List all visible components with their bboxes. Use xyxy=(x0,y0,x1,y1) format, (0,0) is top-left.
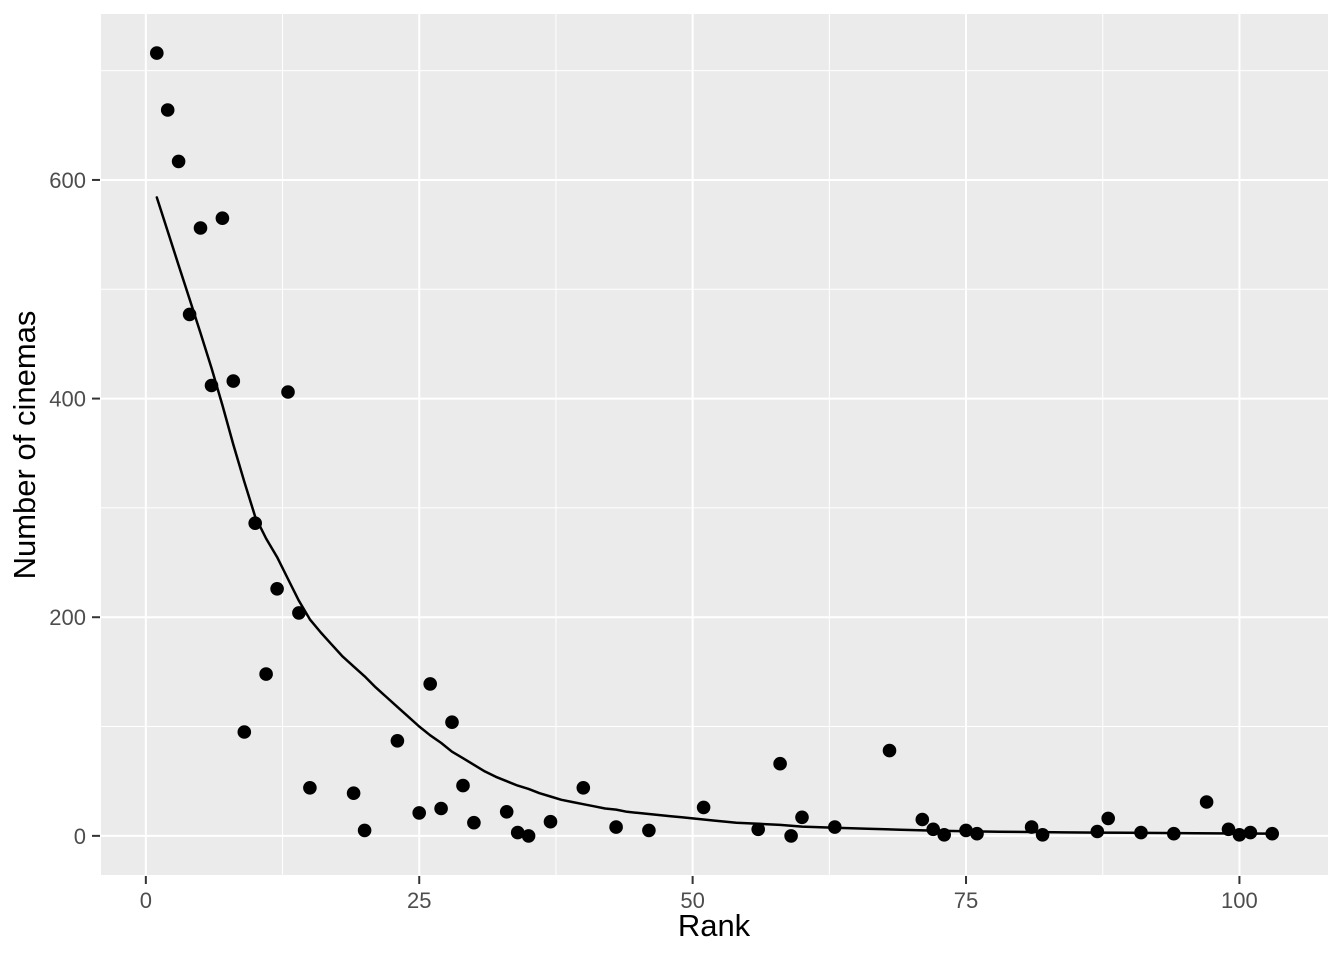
scatter-point xyxy=(959,823,973,838)
scatter-point xyxy=(576,781,591,795)
scatter-point xyxy=(1199,795,1214,809)
scatter-point xyxy=(248,516,262,530)
scatter-point xyxy=(795,810,809,825)
scatter-point xyxy=(357,823,372,838)
scatter-point xyxy=(467,815,481,830)
scatter-point xyxy=(937,828,951,842)
scatter-point xyxy=(773,756,787,771)
scatter-point xyxy=(828,820,842,834)
scatter-point xyxy=(281,385,295,399)
scatter-point xyxy=(543,814,558,829)
scatter-point xyxy=(182,307,197,322)
scatter-point xyxy=(926,822,940,837)
x-tick-label: 100 xyxy=(1221,888,1258,913)
x-tick-label: 25 xyxy=(407,888,431,913)
y-tick-label: 400 xyxy=(49,387,86,412)
scatter-point xyxy=(521,829,536,843)
scatter-point xyxy=(1134,825,1148,840)
scatter-point xyxy=(499,805,514,819)
scatter-point xyxy=(609,820,623,834)
trend-curve xyxy=(155,196,1274,835)
scatter-point xyxy=(303,781,317,795)
y-axis-title: Number of cinemas xyxy=(7,310,42,580)
scatter-point xyxy=(171,154,186,169)
scatter-point xyxy=(445,715,459,729)
y-tick-label: 0 xyxy=(74,824,86,849)
scatter-point xyxy=(160,103,175,117)
scatter-point xyxy=(784,829,798,843)
scatter-point xyxy=(434,801,448,816)
scatter-point xyxy=(1167,826,1181,841)
scatter-point xyxy=(915,812,930,827)
scatter-point xyxy=(882,743,897,758)
scatter-point xyxy=(510,825,525,840)
scatter-point xyxy=(226,374,241,388)
scatter-point xyxy=(1243,825,1258,840)
x-axis-title: Rank xyxy=(677,908,751,943)
scatter-point xyxy=(259,667,273,681)
x-tick-label: 0 xyxy=(140,888,152,913)
scatter-point xyxy=(193,221,208,235)
scatter-point xyxy=(456,778,470,793)
scatter-point xyxy=(237,725,252,739)
y-tick-label: 200 xyxy=(49,605,86,630)
scatter-point xyxy=(1024,820,1039,834)
panel-background xyxy=(101,14,1328,875)
scatter-point xyxy=(270,582,284,596)
scatter-point xyxy=(390,734,405,748)
scatter-point xyxy=(423,677,438,691)
scatter-point xyxy=(1232,828,1247,842)
scatter-point xyxy=(1090,824,1105,839)
scatter-point xyxy=(412,806,427,820)
x-tick-label: 50 xyxy=(680,888,704,913)
scatter-point xyxy=(751,822,765,837)
scatter-point xyxy=(150,46,164,60)
scatter-point xyxy=(970,826,984,841)
scatter-point xyxy=(215,211,230,225)
scatter-point xyxy=(346,786,361,800)
scatter-point xyxy=(204,378,219,393)
scatter-point xyxy=(292,606,306,620)
scatter-point xyxy=(1035,828,1050,842)
scatter-point xyxy=(1221,822,1236,837)
x-tick-label: 75 xyxy=(954,888,978,913)
scatter-point xyxy=(1101,811,1115,826)
y-tick-label: 600 xyxy=(49,168,86,193)
scatter-point xyxy=(642,823,656,838)
scatter-point xyxy=(1265,826,1279,841)
scatter-point xyxy=(696,800,711,815)
